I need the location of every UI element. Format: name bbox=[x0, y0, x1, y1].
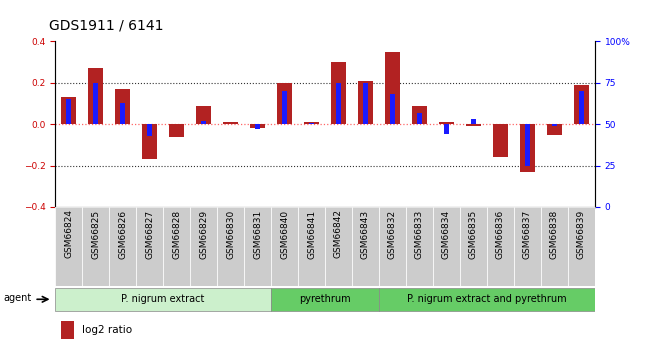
Bar bbox=[60, 321, 74, 339]
Bar bbox=[88, 68, 103, 124]
Bar bbox=[466, 124, 481, 126]
Bar bbox=[304, 122, 319, 124]
Bar bbox=[336, 83, 341, 124]
Bar bbox=[471, 119, 476, 124]
Bar bbox=[406, 207, 433, 286]
Bar bbox=[379, 207, 406, 286]
Text: GSM66824: GSM66824 bbox=[64, 209, 73, 258]
Bar bbox=[244, 207, 271, 286]
Bar bbox=[196, 106, 211, 124]
Bar bbox=[568, 207, 595, 286]
Bar bbox=[55, 288, 271, 311]
Text: log2 ratio: log2 ratio bbox=[82, 325, 133, 335]
Text: GSM66826: GSM66826 bbox=[118, 209, 127, 258]
Bar bbox=[55, 207, 83, 286]
Bar bbox=[217, 207, 244, 286]
Text: GSM66834: GSM66834 bbox=[442, 209, 451, 258]
Bar bbox=[163, 207, 190, 286]
Bar bbox=[514, 207, 541, 286]
Text: GSM66832: GSM66832 bbox=[388, 209, 397, 258]
Bar bbox=[109, 207, 136, 286]
Bar bbox=[325, 207, 352, 286]
Text: P. nigrum extract and pyrethrum: P. nigrum extract and pyrethrum bbox=[407, 294, 567, 304]
Bar bbox=[352, 207, 379, 286]
Bar bbox=[120, 103, 125, 124]
Bar bbox=[439, 122, 454, 124]
Bar bbox=[309, 122, 314, 124]
Bar bbox=[417, 112, 422, 124]
Text: GSM66829: GSM66829 bbox=[199, 209, 208, 258]
Bar bbox=[136, 207, 163, 286]
Bar bbox=[390, 95, 395, 124]
Text: GSM66842: GSM66842 bbox=[334, 209, 343, 258]
Bar bbox=[493, 124, 508, 157]
Bar bbox=[460, 207, 487, 286]
Text: GSM66833: GSM66833 bbox=[415, 209, 424, 259]
Bar bbox=[115, 89, 130, 124]
Bar bbox=[487, 207, 514, 286]
Text: GDS1911 / 6141: GDS1911 / 6141 bbox=[49, 19, 163, 33]
Bar bbox=[552, 124, 556, 126]
Text: GSM66830: GSM66830 bbox=[226, 209, 235, 259]
Text: GSM66839: GSM66839 bbox=[577, 209, 586, 259]
Bar bbox=[255, 124, 260, 129]
Text: GSM66831: GSM66831 bbox=[253, 209, 262, 259]
Bar bbox=[61, 97, 76, 124]
Bar bbox=[82, 207, 109, 286]
Bar bbox=[223, 122, 238, 124]
Bar bbox=[547, 124, 562, 135]
Bar bbox=[94, 83, 98, 124]
Bar bbox=[520, 124, 535, 172]
Bar bbox=[250, 124, 265, 128]
Bar bbox=[271, 207, 298, 286]
Text: agent: agent bbox=[3, 293, 31, 303]
Text: GSM66836: GSM66836 bbox=[496, 209, 505, 259]
Bar bbox=[169, 124, 184, 137]
Bar bbox=[444, 124, 448, 134]
Bar bbox=[271, 288, 379, 311]
Text: GSM66841: GSM66841 bbox=[307, 209, 316, 258]
Text: GSM66843: GSM66843 bbox=[361, 209, 370, 258]
Bar bbox=[298, 207, 325, 286]
Bar bbox=[142, 124, 157, 159]
Text: P. nigrum extract: P. nigrum extract bbox=[122, 294, 205, 304]
Text: GSM66828: GSM66828 bbox=[172, 209, 181, 258]
Bar bbox=[379, 288, 595, 311]
Bar bbox=[190, 207, 217, 286]
Bar bbox=[412, 106, 427, 124]
Bar bbox=[148, 124, 152, 136]
Bar bbox=[66, 99, 71, 124]
Bar bbox=[579, 91, 584, 124]
Text: GSM66835: GSM66835 bbox=[469, 209, 478, 259]
Bar bbox=[574, 85, 589, 124]
Bar bbox=[525, 124, 530, 166]
Bar bbox=[541, 207, 568, 286]
Bar bbox=[433, 207, 460, 286]
Text: GSM66840: GSM66840 bbox=[280, 209, 289, 258]
Bar bbox=[202, 121, 206, 124]
Text: GSM66825: GSM66825 bbox=[91, 209, 100, 258]
Bar bbox=[277, 83, 292, 124]
Text: GSM66838: GSM66838 bbox=[550, 209, 559, 259]
Bar bbox=[358, 81, 373, 124]
Bar bbox=[363, 83, 368, 124]
Text: GSM66837: GSM66837 bbox=[523, 209, 532, 259]
Text: GSM66827: GSM66827 bbox=[145, 209, 154, 258]
Bar bbox=[385, 52, 400, 124]
Bar bbox=[331, 62, 346, 124]
Bar bbox=[282, 91, 287, 124]
Text: pyrethrum: pyrethrum bbox=[299, 294, 351, 304]
